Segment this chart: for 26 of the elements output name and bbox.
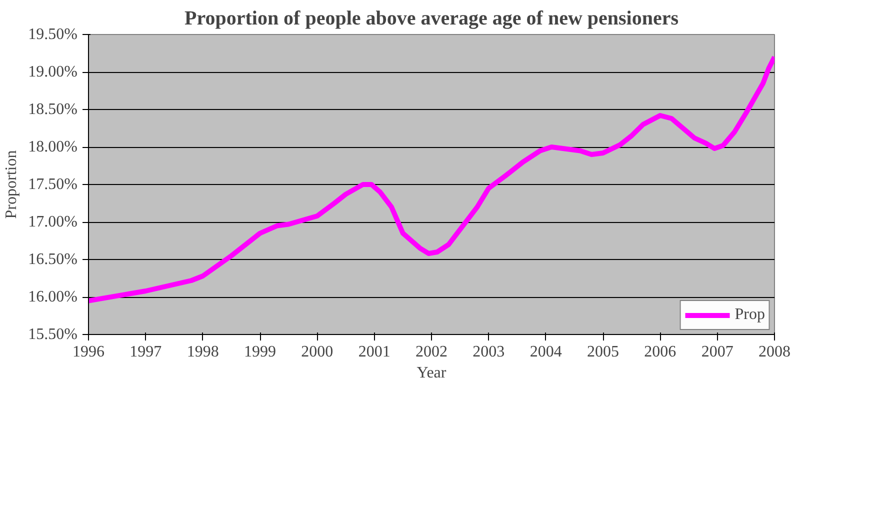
y-tick-label: 19.50%	[28, 26, 78, 43]
x-axis-title: Year	[416, 364, 447, 382]
y-tick-label: 17.50%	[28, 176, 78, 193]
x-tick-label: 2005	[587, 344, 619, 360]
y-tick-label: 16.50%	[28, 251, 78, 268]
x-tick-label: 2006	[644, 344, 676, 360]
x-tick-label: 2008	[758, 344, 790, 360]
y-tick-label: 18.50%	[28, 101, 78, 118]
x-tick-label: 1997	[130, 344, 162, 360]
y-axis-title: Proportion	[3, 150, 20, 219]
y-tick-label: 19.00%	[28, 64, 78, 80]
legend-label: Prop	[734, 306, 765, 324]
x-tick-label: 1998	[186, 344, 219, 360]
y-tick-label: 17.00%	[28, 214, 78, 230]
y-tick-label: 15.50%	[28, 326, 78, 343]
chart-title: Proportion of people above average age of new pensioners	[184, 8, 679, 30]
y-tick-label: 16.00%	[28, 288, 78, 306]
x-tick-label: 2001	[358, 344, 390, 360]
x-tick-label: 1996	[72, 344, 104, 360]
x-tick-label: 2007	[701, 344, 734, 360]
y-tick-label: 18.00%	[28, 138, 78, 156]
x-tick-label: 2000	[301, 344, 334, 360]
x-tick-label: 1999	[244, 344, 276, 360]
x-tick-label: 2003	[472, 344, 505, 360]
x-tick-label: 2002	[416, 344, 448, 360]
x-tick-label: 2004	[530, 344, 562, 360]
